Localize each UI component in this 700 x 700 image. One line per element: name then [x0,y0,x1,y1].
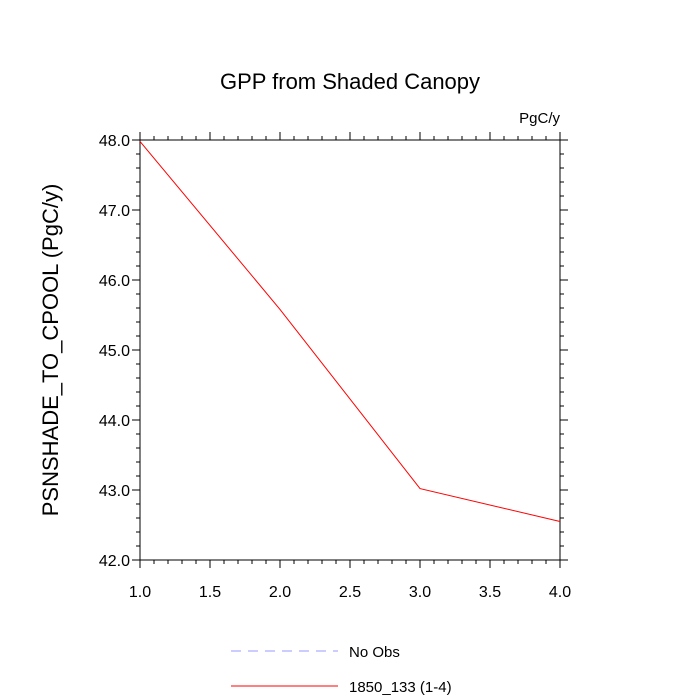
axis-ticks [132,132,568,568]
y-tick-label: 42.0 [99,553,130,570]
axis-tick-labels: 1.0 1.5 2.0 2.5 3.0 3.5 4.0 42.0 43.0 44.0 45.0 46.… [99,133,571,601]
legend: No Obs 1850_133 (1-4) [231,644,452,696]
y-tick-label: 46.0 [99,273,130,290]
units-label: PgC/y [519,110,560,127]
y-tick-label: 47.0 [99,203,130,220]
y-axis-label: PSNSHADE_TO_CPOOL (PgC/y) [38,184,63,517]
series-line [139,141,561,522]
y-tick-label: 45.0 [99,343,130,360]
x-tick-label: 1.5 [199,584,221,601]
x-tick-label: 3.0 [409,584,431,601]
x-tick-label: 4.0 [549,584,571,601]
x-tick-label: 2.5 [339,584,361,601]
y-tick-label: 43.0 [99,483,130,500]
chart-title: GPP from Shaded Canopy [220,69,480,94]
x-tick-label: 3.5 [479,584,501,601]
plot-frame [139,139,561,561]
legend-label: 1850_133 (1-4) [349,679,452,696]
y-tick-label: 48.0 [99,133,130,150]
legend-label: No Obs [349,644,400,661]
series-group [139,141,561,522]
x-tick-label: 1.0 [129,584,151,601]
y-tick-label: 44.0 [99,413,130,430]
x-tick-label: 2.0 [269,584,291,601]
